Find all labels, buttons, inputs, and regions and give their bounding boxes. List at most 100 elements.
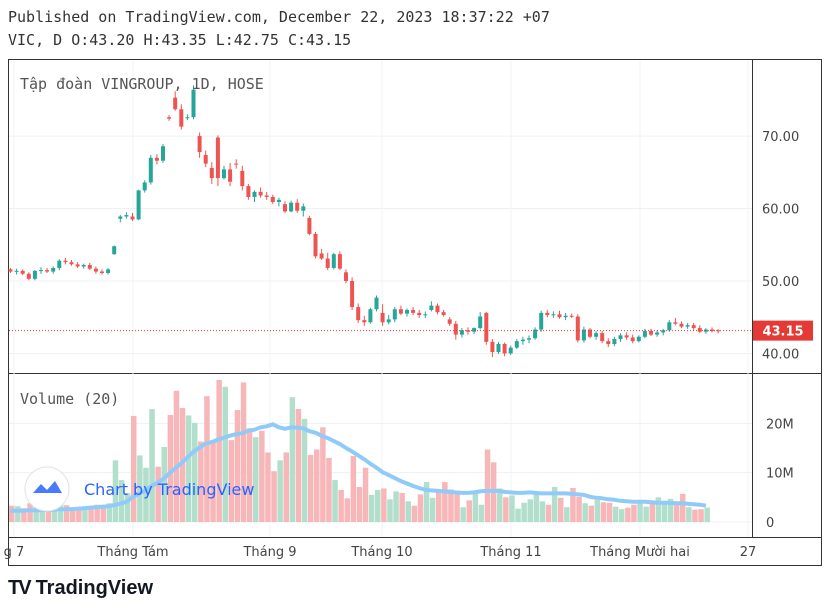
volume-bar	[131, 415, 137, 522]
candle	[581, 326, 586, 343]
candle-body	[191, 89, 196, 118]
candle	[112, 245, 117, 255]
candle-body	[118, 216, 123, 219]
volume-bar	[216, 379, 222, 522]
candle-body	[209, 167, 214, 179]
candle	[215, 135, 220, 187]
volume-bar	[192, 422, 198, 522]
candle	[533, 327, 538, 340]
volume-bar	[21, 508, 27, 522]
volume-bar	[649, 501, 655, 522]
volume-bar	[124, 492, 131, 522]
candle-body	[484, 312, 489, 342]
volume-bar	[594, 499, 601, 522]
candle-body	[87, 265, 92, 269]
candle	[203, 150, 208, 168]
time-tick-label: Tháng 9	[242, 545, 296, 560]
volume-bar	[356, 486, 363, 522]
candle	[57, 259, 62, 271]
volume-bar	[686, 507, 692, 522]
volume-bar	[411, 505, 418, 522]
volume-bar	[76, 508, 82, 522]
candle	[289, 200, 294, 213]
candle-body	[679, 323, 684, 327]
candle	[8, 267, 13, 274]
volume-bar	[155, 466, 161, 522]
candle	[130, 212, 135, 221]
candle-body	[411, 309, 416, 313]
candle-body	[386, 319, 391, 323]
volume-bar	[234, 410, 241, 522]
candle-body	[270, 196, 275, 203]
candle	[39, 267, 43, 274]
candle	[423, 311, 428, 318]
volume-bar	[15, 506, 21, 522]
volume-bar	[332, 480, 338, 522]
candle-body	[459, 330, 464, 335]
volume-bar	[51, 504, 58, 522]
candle	[301, 203, 306, 217]
volume-bar	[118, 480, 125, 522]
volume-bar	[344, 498, 350, 522]
candle	[118, 215, 123, 223]
candle-body	[350, 280, 355, 308]
candle-body	[8, 269, 13, 272]
volume-bar	[509, 495, 515, 522]
volume-bar	[393, 491, 399, 522]
volume-bar	[100, 506, 106, 522]
candle-body	[417, 312, 422, 316]
volume-bar	[338, 489, 344, 522]
candle	[197, 132, 202, 158]
candle	[179, 104, 184, 130]
candle-body	[148, 157, 153, 183]
candle-body	[234, 163, 239, 165]
candle	[484, 312, 489, 345]
watermark: Chart by TradingView	[24, 466, 254, 512]
candle	[368, 307, 373, 324]
volume-bar	[295, 409, 302, 522]
candle-body	[398, 309, 403, 314]
candle	[331, 252, 336, 270]
time-tick-label: g 7	[4, 545, 25, 560]
volume-bar	[161, 447, 167, 522]
volume-bar	[253, 437, 259, 522]
candle	[679, 321, 684, 329]
candle-body	[325, 258, 330, 268]
candle-body	[581, 329, 586, 341]
candle	[14, 268, 19, 275]
candle	[350, 277, 355, 310]
candle-body	[380, 312, 385, 323]
candle-body	[697, 328, 702, 332]
candle	[710, 327, 714, 333]
candle-body	[606, 341, 611, 345]
candle-body	[142, 182, 147, 191]
candle	[337, 251, 342, 271]
candle	[716, 329, 721, 334]
volume-bar	[271, 471, 277, 522]
candle-body	[69, 262, 74, 265]
volume-bar	[82, 506, 88, 522]
candle	[514, 338, 519, 350]
candle-body	[368, 309, 373, 323]
candle-body	[520, 339, 525, 342]
volume-bar	[27, 503, 33, 522]
candle-body	[344, 272, 348, 281]
candle	[32, 270, 37, 281]
candle-body	[624, 335, 629, 338]
candle	[405, 308, 409, 317]
volume-bar	[9, 505, 15, 522]
candle-body	[51, 267, 56, 272]
candle	[228, 162, 233, 187]
price-ticks: 40.00 50.00 60.00 70.00	[762, 130, 799, 362]
volume-bar	[204, 396, 210, 522]
candle	[380, 304, 385, 326]
volume-bar	[350, 455, 357, 522]
candle-body	[215, 137, 220, 179]
price-tick-label: 60.00	[762, 203, 799, 218]
candle-body	[106, 269, 111, 274]
candle	[185, 114, 190, 121]
volume-bar	[472, 492, 479, 522]
candle-body	[307, 217, 312, 234]
candle	[594, 330, 599, 340]
volume-bar	[643, 506, 649, 522]
